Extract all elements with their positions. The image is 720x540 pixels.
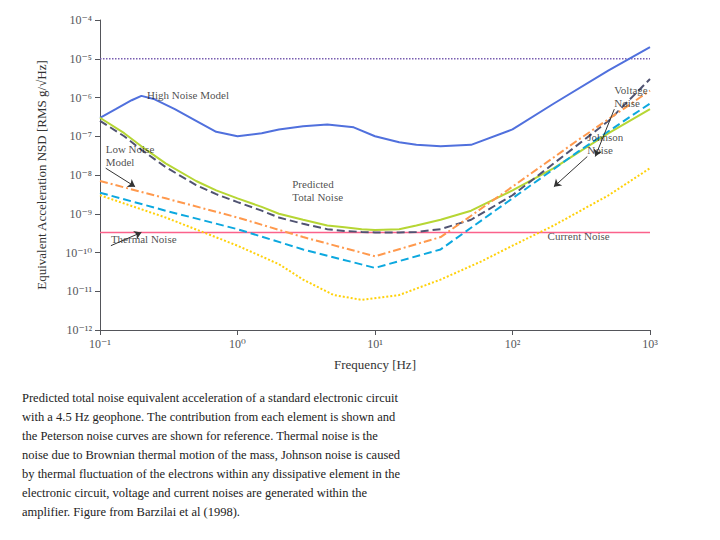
svg-text:10⁰: 10⁰ — [229, 337, 246, 351]
svg-text:Low Noise: Low Noise — [106, 143, 155, 155]
svg-text:10⁻⁴: 10⁻⁴ — [69, 13, 92, 27]
svg-text:10¹: 10¹ — [367, 337, 383, 351]
svg-text:noise due to Brownian thermal: noise due to Brownian thermal motion of … — [22, 448, 401, 462]
svg-text:Noise: Noise — [587, 144, 613, 156]
svg-text:10⁻⁵: 10⁻⁵ — [69, 52, 92, 66]
svg-text:Model: Model — [106, 156, 135, 168]
svg-text:electronic circuit, voltage an: electronic circuit, voltage and current … — [22, 486, 367, 500]
svg-text:10⁻¹²: 10⁻¹² — [66, 323, 92, 337]
svg-text:the Peterson noise curves are: the Peterson noise curves are shown for … — [22, 429, 378, 443]
svg-text:10⁻⁷: 10⁻⁷ — [69, 129, 92, 143]
svg-text:Thermal Noise: Thermal Noise — [111, 233, 177, 245]
svg-text:10⁻¹¹: 10⁻¹¹ — [66, 284, 92, 298]
svg-text:Johnson: Johnson — [587, 131, 624, 143]
svg-text:amplifier. Figure from Barzila: amplifier. Figure from Barzilai et al (1… — [22, 505, 240, 519]
svg-text:10⁻⁶: 10⁻⁶ — [69, 91, 92, 105]
svg-text:Voltage: Voltage — [614, 84, 648, 96]
svg-text:10³: 10³ — [642, 337, 658, 351]
svg-text:Equivalent Acceleration NSD [R: Equivalent Acceleration NSD [RMS g/√Hz] — [34, 60, 49, 290]
svg-text:10²: 10² — [505, 337, 521, 351]
svg-text:Predicted: Predicted — [292, 178, 334, 190]
svg-text:Current Noise: Current Noise — [548, 230, 610, 242]
svg-text:with a 4.5 Hz geophone. The co: with a 4.5 Hz geophone. The contribution… — [22, 410, 396, 424]
svg-text:10⁻⁹: 10⁻⁹ — [69, 207, 92, 221]
svg-text:10⁻⁸: 10⁻⁸ — [69, 168, 92, 182]
svg-text:Frequency [Hz]: Frequency [Hz] — [334, 357, 416, 372]
svg-text:Noise: Noise — [614, 97, 640, 109]
svg-text:Total Noise: Total Noise — [292, 191, 343, 203]
svg-text:10⁻¹: 10⁻¹ — [89, 337, 111, 351]
svg-text:by thermal fluctuation of the: by thermal fluctuation of the electrons … — [22, 467, 400, 481]
svg-text:Predicted total noise equivale: Predicted total noise equivalent acceler… — [22, 391, 398, 405]
svg-text:High Noise Model: High Noise Model — [147, 89, 229, 101]
svg-text:10⁻¹⁰: 10⁻¹⁰ — [65, 246, 92, 260]
